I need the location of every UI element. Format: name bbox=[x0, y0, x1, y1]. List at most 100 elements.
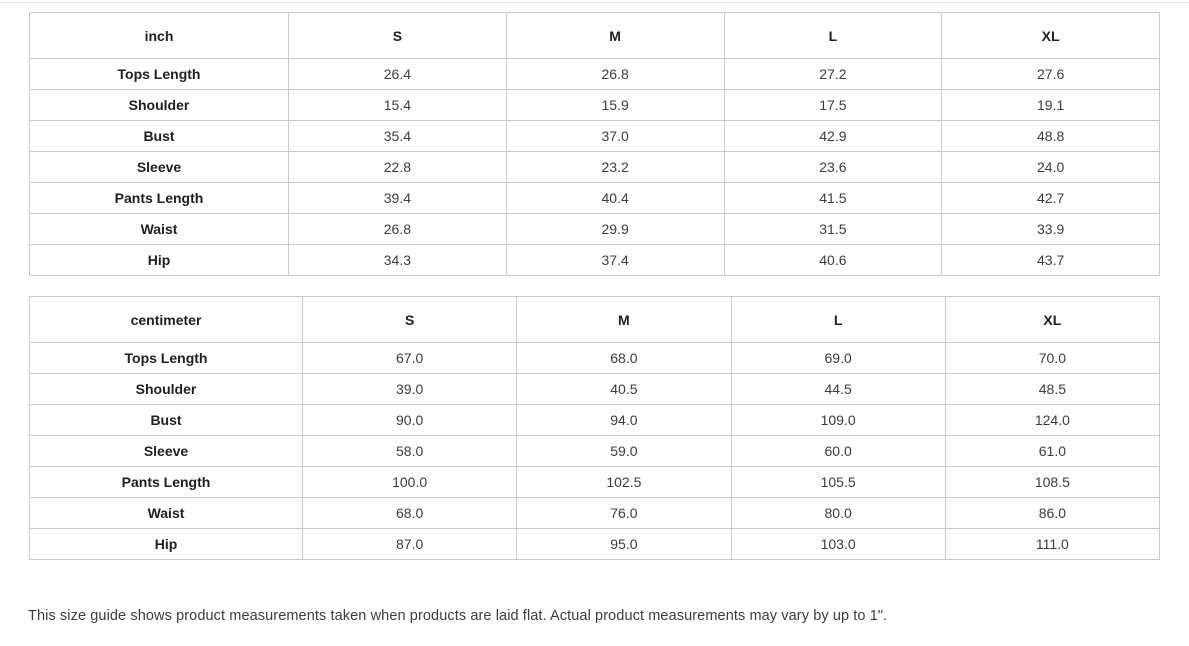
measurement-value-cell: 76.0 bbox=[516, 497, 732, 529]
measurement-row: Waist 26.8 29.9 31.5 33.9 bbox=[29, 213, 1160, 245]
measurement-value-cell: 70.0 bbox=[944, 342, 1161, 374]
measurement-value-cell: 95.0 bbox=[516, 528, 732, 560]
measurement-value-cell: 86.0 bbox=[944, 497, 1161, 529]
size-column-header: M bbox=[505, 12, 725, 59]
measurement-row: Waist 68.0 76.0 80.0 86.0 bbox=[29, 497, 1161, 529]
measurement-value-cell: 68.0 bbox=[301, 497, 518, 529]
measurement-row: Hip 87.0 95.0 103.0 111.0 bbox=[29, 528, 1161, 560]
measurement-row: Shoulder 39.0 40.5 44.5 48.5 bbox=[29, 373, 1161, 405]
measurement-value-cell: 102.5 bbox=[516, 466, 732, 498]
measurement-row: Tops Length 67.0 68.0 69.0 70.0 bbox=[29, 342, 1161, 374]
measurement-value-cell: 39.4 bbox=[288, 182, 507, 214]
measurement-label-cell: Waist bbox=[29, 213, 289, 245]
measurement-value-cell: 124.0 bbox=[944, 404, 1161, 436]
measurement-row: Pants Length 39.4 40.4 41.5 42.7 bbox=[29, 182, 1160, 214]
measurement-value-cell: 48.5 bbox=[944, 373, 1161, 405]
measurement-value-cell: 40.4 bbox=[505, 182, 725, 214]
measurement-row: Hip 34.3 37.4 40.6 43.7 bbox=[29, 244, 1160, 276]
size-tables-container: inch S M L XL Tops Length 26.4 26.8 27.2 27.6 Shou… bbox=[29, 12, 1161, 560]
size-column-header: S bbox=[301, 296, 518, 343]
measurement-label-cell: Shoulder bbox=[29, 373, 303, 405]
measurement-value-cell: 69.0 bbox=[730, 342, 946, 374]
measurement-value-cell: 15.4 bbox=[288, 89, 507, 121]
size-column-header: XL bbox=[941, 12, 1160, 59]
measurement-label-cell: Pants Length bbox=[29, 466, 303, 498]
measurement-value-cell: 40.5 bbox=[516, 373, 732, 405]
measurement-value-cell: 26.4 bbox=[288, 58, 507, 90]
measurement-value-cell: 40.6 bbox=[723, 244, 943, 276]
measurement-value-cell: 105.5 bbox=[730, 466, 946, 498]
measurement-value-cell: 24.0 bbox=[941, 151, 1160, 183]
measurement-value-cell: 22.8 bbox=[288, 151, 507, 183]
measurement-value-cell: 60.0 bbox=[730, 435, 946, 467]
measurement-value-cell: 23.6 bbox=[723, 151, 943, 183]
measurement-value-cell: 37.0 bbox=[505, 120, 725, 152]
measurement-label-cell: Waist bbox=[29, 497, 303, 529]
table-header-row: centimeter S M L XL bbox=[29, 296, 1161, 343]
measurement-row: Bust 90.0 94.0 109.0 124.0 bbox=[29, 404, 1161, 436]
measurement-value-cell: 90.0 bbox=[301, 404, 518, 436]
measurement-value-cell: 39.0 bbox=[301, 373, 518, 405]
measurement-value-cell: 61.0 bbox=[944, 435, 1161, 467]
measurement-value-cell: 48.8 bbox=[941, 120, 1160, 152]
measurement-value-cell: 26.8 bbox=[505, 58, 725, 90]
measurement-value-cell: 44.5 bbox=[730, 373, 946, 405]
measurement-label-cell: Sleeve bbox=[29, 151, 289, 183]
measurement-value-cell: 37.4 bbox=[505, 244, 725, 276]
measurement-value-cell: 26.8 bbox=[288, 213, 507, 245]
measurement-value-cell: 68.0 bbox=[516, 342, 732, 374]
measurement-value-cell: 103.0 bbox=[730, 528, 946, 560]
measurement-row: Tops Length 26.4 26.8 27.2 27.6 bbox=[29, 58, 1160, 90]
size-table-inch: inch S M L XL Tops Length 26.4 26.8 27.2 27.6 Shou… bbox=[29, 12, 1160, 276]
size-column-header: M bbox=[516, 296, 732, 343]
measurement-value-cell: 27.2 bbox=[723, 58, 943, 90]
measurement-value-cell: 33.9 bbox=[941, 213, 1160, 245]
measurement-row: Sleeve 58.0 59.0 60.0 61.0 bbox=[29, 435, 1161, 467]
measurement-value-cell: 59.0 bbox=[516, 435, 732, 467]
size-table-centimeter: centimeter S M L XL Tops Length 67.0 68.0 69.0 70… bbox=[29, 296, 1161, 560]
unit-header-cell: inch bbox=[29, 12, 289, 59]
measurement-value-cell: 108.5 bbox=[944, 466, 1161, 498]
size-column-header: L bbox=[730, 296, 946, 343]
measurement-value-cell: 43.7 bbox=[941, 244, 1160, 276]
measurement-value-cell: 42.7 bbox=[941, 182, 1160, 214]
measurement-value-cell: 29.9 bbox=[505, 213, 725, 245]
measurement-row: Sleeve 22.8 23.2 23.6 24.0 bbox=[29, 151, 1160, 183]
measurement-value-cell: 19.1 bbox=[941, 89, 1160, 121]
measurement-value-cell: 42.9 bbox=[723, 120, 943, 152]
size-guide-footer-note: This size guide shows product measuremen… bbox=[28, 608, 888, 624]
measurement-row: Pants Length 100.0 102.5 105.5 108.5 bbox=[29, 466, 1161, 498]
measurement-label-cell: Hip bbox=[29, 244, 289, 276]
measurement-value-cell: 35.4 bbox=[288, 120, 507, 152]
size-column-header: S bbox=[288, 12, 507, 59]
measurement-label-cell: Bust bbox=[29, 120, 289, 152]
unit-header-cell: centimeter bbox=[29, 296, 303, 343]
measurement-value-cell: 100.0 bbox=[301, 466, 518, 498]
measurement-value-cell: 23.2 bbox=[505, 151, 725, 183]
measurement-label-cell: Tops Length bbox=[29, 342, 303, 374]
measurement-value-cell: 34.3 bbox=[288, 244, 507, 276]
measurement-value-cell: 41.5 bbox=[723, 182, 943, 214]
measurement-value-cell: 94.0 bbox=[516, 404, 732, 436]
measurement-value-cell: 80.0 bbox=[730, 497, 946, 529]
measurement-label-cell: Shoulder bbox=[29, 89, 289, 121]
measurement-value-cell: 58.0 bbox=[301, 435, 518, 467]
measurement-label-cell: Tops Length bbox=[29, 58, 289, 90]
measurement-value-cell: 15.9 bbox=[505, 89, 725, 121]
measurement-value-cell: 111.0 bbox=[944, 528, 1161, 560]
measurement-label-cell: Hip bbox=[29, 528, 303, 560]
measurement-label-cell: Bust bbox=[29, 404, 303, 436]
top-divider bbox=[0, 2, 1189, 3]
measurement-value-cell: 31.5 bbox=[723, 213, 943, 245]
size-column-header: L bbox=[723, 12, 943, 59]
measurement-value-cell: 109.0 bbox=[730, 404, 946, 436]
measurement-label-cell: Pants Length bbox=[29, 182, 289, 214]
measurement-value-cell: 87.0 bbox=[301, 528, 518, 560]
measurement-row: Bust 35.4 37.0 42.9 48.8 bbox=[29, 120, 1160, 152]
measurement-value-cell: 17.5 bbox=[723, 89, 943, 121]
measurement-row: Shoulder 15.4 15.9 17.5 19.1 bbox=[29, 89, 1160, 121]
measurement-value-cell: 27.6 bbox=[941, 58, 1160, 90]
measurement-value-cell: 67.0 bbox=[301, 342, 518, 374]
table-header-row: inch S M L XL bbox=[29, 12, 1160, 59]
